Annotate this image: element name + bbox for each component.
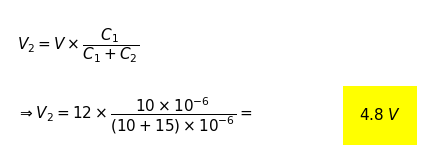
Text: $\Rightarrow V_2 = 12 \times \dfrac{10 \times 10^{-6}}{(10 + 15) \times 10^{-6}}: $\Rightarrow V_2 = 12 \times \dfrac{10 \… bbox=[17, 95, 252, 136]
Text: $V_2 = V \times \dfrac{C_1}{C_1 + C_2}$: $V_2 = V \times \dfrac{C_1}{C_1 + C_2}$ bbox=[17, 27, 139, 65]
FancyBboxPatch shape bbox=[343, 86, 417, 145]
Text: $4.8\ V$: $4.8\ V$ bbox=[359, 107, 401, 123]
